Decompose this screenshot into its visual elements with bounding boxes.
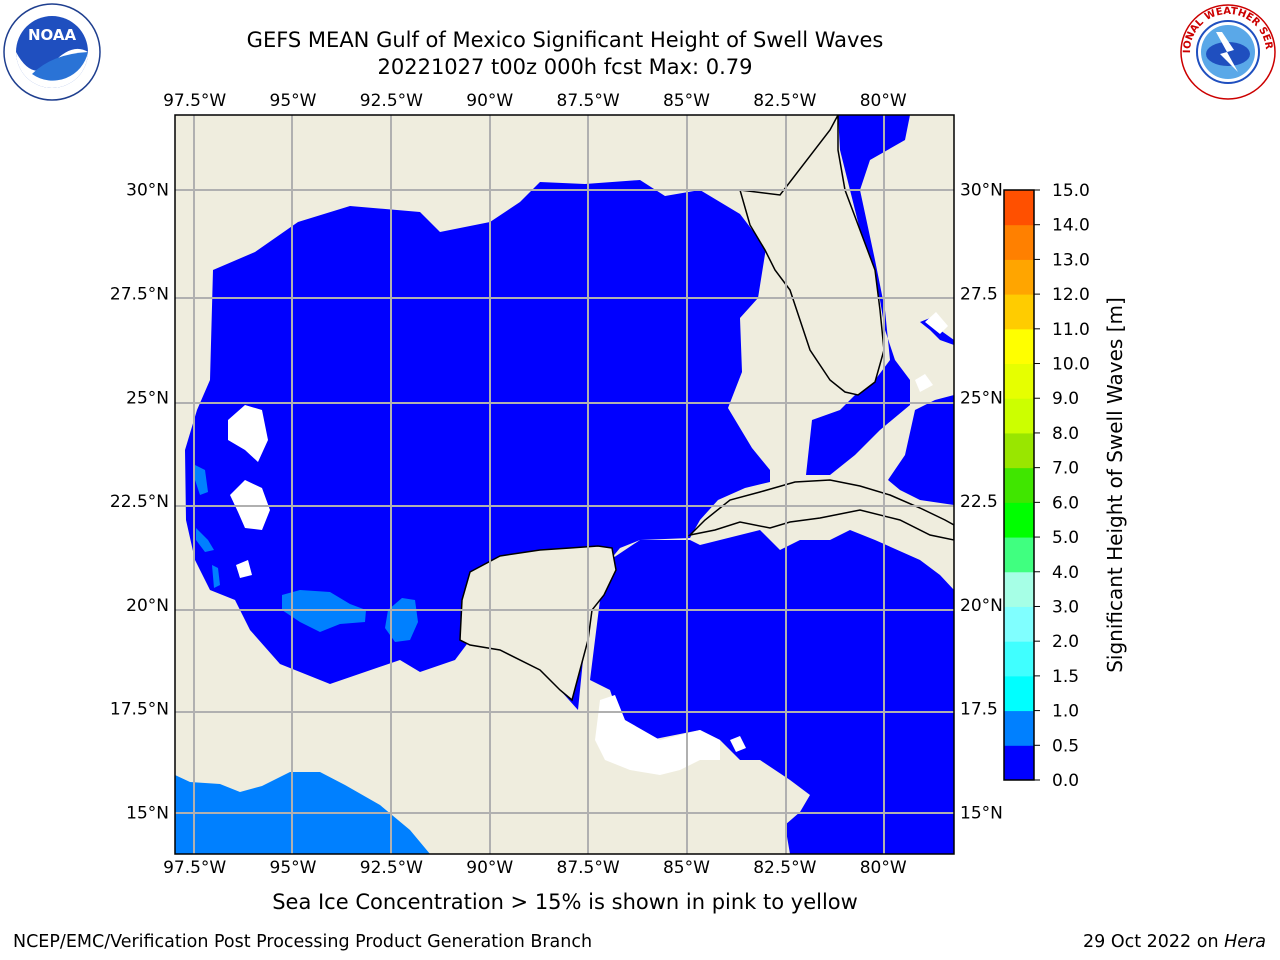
colorbar-tick-label: 14.0 <box>1052 216 1090 236</box>
colorbar-tick-label: 13.0 <box>1052 250 1090 270</box>
colorbar-segment <box>1004 224 1034 260</box>
gulf-white-patch <box>236 560 252 578</box>
lat-tick-label: 17.5 <box>960 700 998 720</box>
lon-tick-label: 90°W <box>466 858 513 878</box>
lon-tick-labels-bottom: 97.5°W 95°W 92.5°W 90°W 87.5°W 85°W 82.5°W 80°W <box>163 858 907 878</box>
cuba-land <box>687 479 954 541</box>
lon-tick-label: 97.5°W <box>163 858 226 878</box>
swell-patch-0.5-1.0 <box>212 565 220 588</box>
atlantic-white-patch <box>925 312 948 334</box>
lon-tick-label: 85°W <box>663 858 710 878</box>
colorbar-segment <box>1004 259 1034 295</box>
lat-tick-label: 20°N <box>960 596 1003 616</box>
caribbean-white-patch <box>595 695 720 775</box>
lat-tick-label: 15°N <box>960 803 1003 823</box>
map-area <box>175 115 954 854</box>
colorbar-segment <box>1004 294 1034 330</box>
colorbar-segment <box>1004 675 1034 712</box>
footer-date-text: 29 Oct 2022 on <box>1083 932 1219 952</box>
lon-tick-label: 95°W <box>270 91 317 111</box>
lat-tick-labels-right: 30°N 27.5 25°N 22.5 20°N 17.5 15°N <box>960 181 1003 824</box>
colorbar: 0.0 0.5 1.0 1.5 2.0 3.0 4.0 5.0 6.0 7.0 8.0 9.0 10.0… <box>1003 181 1090 791</box>
lat-tick-label: 30°N <box>960 181 1003 201</box>
lat-tick-labels-left: 30°N 27.5°N 25°N 22.5°N 20°N 17.5°N 15°N <box>110 181 169 824</box>
gulf-swell-field <box>185 180 770 710</box>
swell-patch-0.5-1.0 <box>196 528 214 552</box>
lat-tick-label: 25°N <box>960 388 1003 408</box>
gridlines <box>175 115 954 854</box>
lon-tick-label: 87.5°W <box>557 91 620 111</box>
lon-tick-label: 80°W <box>860 91 907 111</box>
caribbean-white-patch <box>730 736 746 752</box>
colorbar-segment <box>1004 398 1034 434</box>
lon-tick-label: 82.5°W <box>753 91 816 111</box>
colorbar-tick-label: 10.0 <box>1052 355 1090 375</box>
footer-date: 29 Oct 2022 on Hera <box>1083 932 1266 952</box>
lat-tick-label: 30°N <box>126 181 169 201</box>
lat-tick-label: 17.5°N <box>110 700 169 720</box>
colorbar-tick-label: 7.0 <box>1052 459 1079 479</box>
colorbar-label: Significant Height of Swell Waves [m] <box>1103 297 1127 673</box>
lat-tick-label: 27.5°N <box>110 285 169 305</box>
colorbar-segment <box>1004 745 1034 781</box>
lat-tick-label: 25°N <box>126 388 169 408</box>
lat-tick-label: 27.5 <box>960 285 998 305</box>
svg-text:NOAA: NOAA <box>28 26 77 44</box>
lon-tick-label: 85°W <box>663 91 710 111</box>
lon-tick-label: 95°W <box>270 858 317 878</box>
colorbar-tick-label: 2.0 <box>1052 632 1079 652</box>
map-frame <box>174 114 955 855</box>
colorbar-segment <box>1004 467 1034 503</box>
swell-patch-0.5-1.0 <box>195 465 208 495</box>
colorbar-tick-label: 11.0 <box>1052 320 1090 340</box>
footer-credit: NCEP/EMC/Verification Post Processing Pr… <box>13 932 593 952</box>
florida-land <box>738 115 885 396</box>
colorbar-segment <box>1004 190 1034 226</box>
colorbar-tick-label: 3.0 <box>1052 597 1079 617</box>
colorbar-tick-label: 0.0 <box>1052 771 1079 791</box>
colorbar-segment <box>1004 641 1034 677</box>
lat-tick-label: 22.5°N <box>110 492 169 512</box>
colorbar-frame <box>1003 189 1035 781</box>
lon-tick-label: 90°W <box>466 91 513 111</box>
colorbar-tick-label: 12.0 <box>1052 285 1090 305</box>
lon-tick-labels-top: 97.5°W 95°W 92.5°W 90°W 87.5°W 85°W 82.5°W 80°W <box>163 91 907 111</box>
nws-logo: NATIONAL WEATHER SERVICE <box>1178 2 1276 100</box>
colorbar-tick-label: 0.5 <box>1052 736 1079 756</box>
lon-tick-label: 80°W <box>860 858 907 878</box>
noaa-logo: NOAA <box>3 3 101 101</box>
colorbar-tick-label: 8.0 <box>1052 424 1079 444</box>
colorbar-tick-label: 1.5 <box>1052 667 1079 687</box>
colorbar-tick-label: 1.0 <box>1052 702 1079 722</box>
colorbar-tick-label: 5.0 <box>1052 528 1079 548</box>
lon-tick-label: 92.5°W <box>360 91 423 111</box>
colorbar-segment <box>1004 606 1034 642</box>
colorbar-segment <box>1004 537 1034 573</box>
colorbar-segment <box>1004 502 1034 538</box>
lon-tick-label: 97.5°W <box>163 91 226 111</box>
lon-tick-label: 92.5°W <box>360 858 423 878</box>
lon-tick-label: 87.5°W <box>557 858 620 878</box>
colorbar-segment <box>1004 710 1034 746</box>
lat-tick-label: 15°N <box>126 803 169 823</box>
lon-tick-label: 82.5°W <box>753 858 816 878</box>
footer-system: Hera <box>1224 932 1266 952</box>
colorbar-tick-label: 6.0 <box>1052 493 1079 513</box>
colorbar-tick-label: 4.0 <box>1052 563 1079 583</box>
chart-subtitle: 20221027 t00z 000h fcst Max: 0.79 <box>377 55 753 79</box>
colorbar-tick-label: 15.0 <box>1052 181 1090 201</box>
atlantic-white-patch <box>915 374 933 392</box>
colorbar-segment <box>1004 363 1034 399</box>
lat-tick-label: 22.5 <box>960 492 998 512</box>
lat-tick-label: 20°N <box>126 596 169 616</box>
atlantic-swell-field <box>806 115 954 505</box>
colorbar-segment <box>1004 432 1034 469</box>
colorbar-tick-label: 9.0 <box>1052 389 1079 409</box>
chart-title: GEFS MEAN Gulf of Mexico Significant Hei… <box>246 28 884 52</box>
gulf-white-patch <box>228 405 268 462</box>
colorbar-segment <box>1004 571 1034 607</box>
colorbar-segment <box>1004 328 1034 365</box>
caption: Sea Ice Concentration > 15% is shown in … <box>272 890 858 914</box>
